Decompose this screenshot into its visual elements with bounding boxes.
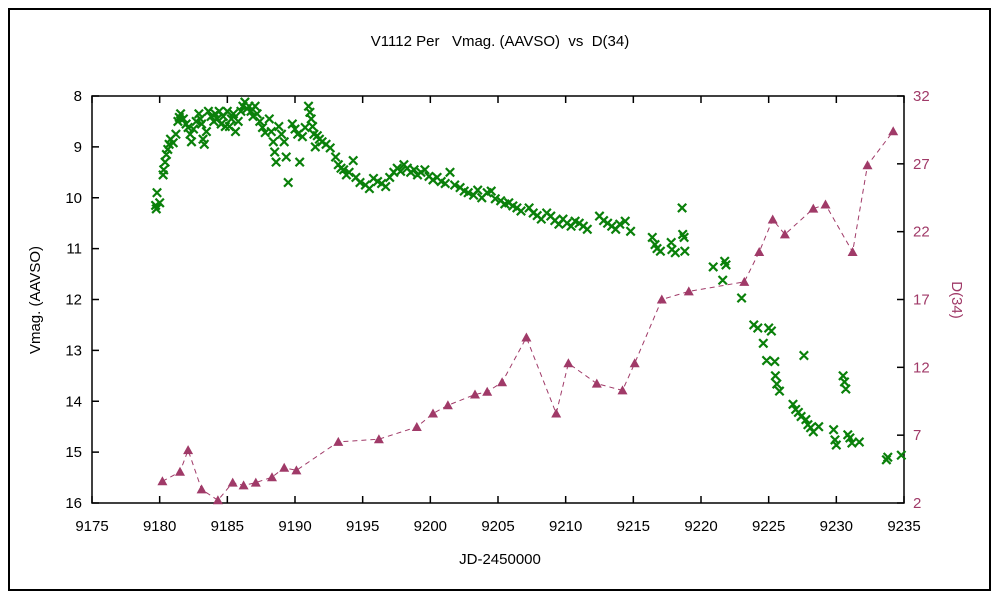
chart-title: V1112 Per Vmag. (AAVSO) vs D(34) [370,33,630,50]
x-tick-label: 9180 [143,518,176,535]
vmag-series-markers [150,97,907,465]
x-tick-label: 9225 [752,518,785,535]
y-left-tick-label: 10 [65,190,82,207]
y-left-tick-label: 9 [74,139,82,156]
x-tick-label: 9220 [684,518,717,535]
x-tick-label: 9205 [481,518,514,535]
x-tick-label: 9190 [278,518,311,535]
image-border [8,8,991,591]
y-right-tick-label: 17 [913,292,930,309]
d34-series-line [162,130,894,501]
x-tick-label: 9185 [211,518,244,535]
x-tick-label: 9215 [617,518,650,535]
x-tick-label: 9210 [549,518,582,535]
plot-border [91,95,905,504]
y-right-tick-label: 27 [913,156,930,173]
y-left-tick-label: 13 [65,342,82,359]
y-left-tick-label: 14 [65,393,82,410]
y-left-tick-label: 11 [66,241,82,258]
y-right-tick-label: 22 [913,224,930,241]
y-left-tick-label: 16 [65,495,82,512]
y-left-tick-label: 15 [65,444,82,461]
y-axis-label-left: Vmag. (AAVSO) [27,245,44,355]
y-right-tick-label: 32 [913,88,930,105]
y-axis-label-right: D(34) [948,281,965,319]
d34-series-markers [157,126,899,505]
x-tick-label: 9175 [75,518,108,535]
y-left-tick-label: 8 [74,88,82,105]
x-tick-label: 9195 [346,518,379,535]
x-axis-label: JD-2450000 [459,551,541,568]
y-left-tick-label: 12 [65,292,82,309]
x-tick-label: 9235 [887,518,920,535]
y-right-tick-label: 7 [913,427,921,444]
y-right-tick-label: 2 [913,495,921,512]
y-right-tick-label: 12 [913,359,930,376]
x-tick-label: 9230 [820,518,853,535]
x-tick-label: 9200 [414,518,447,535]
